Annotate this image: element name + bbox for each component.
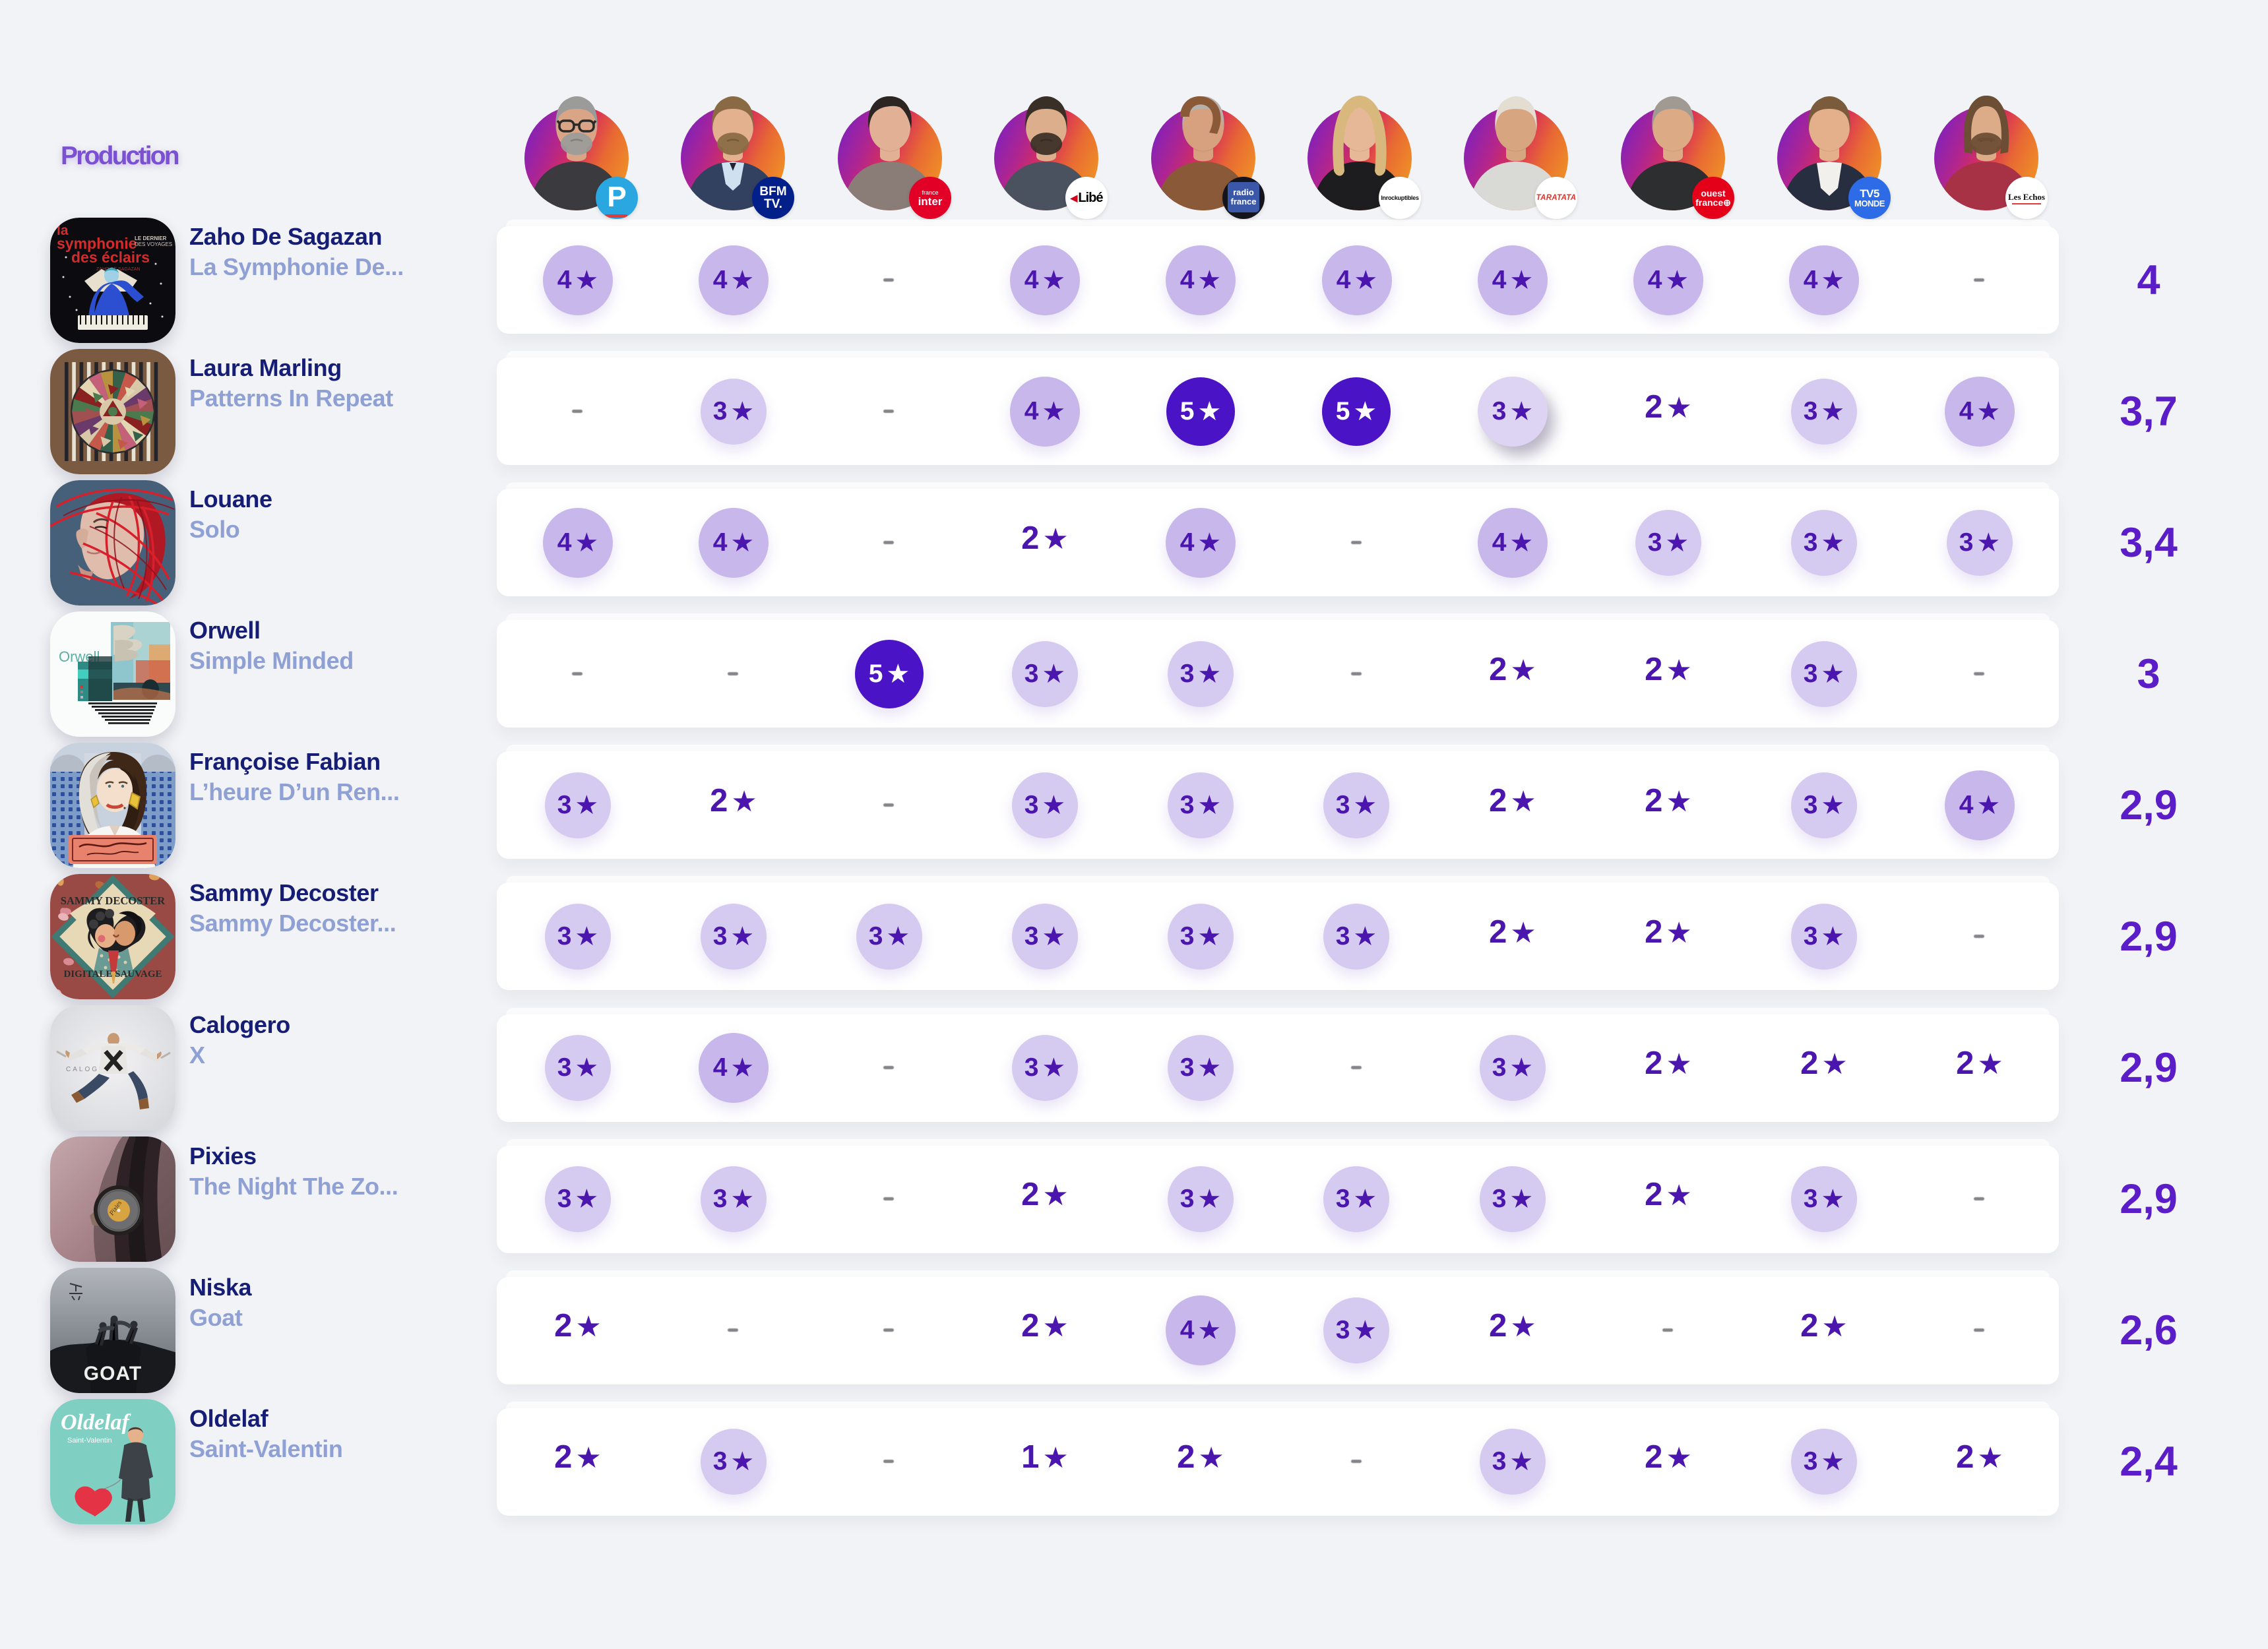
svg-text:la: la <box>57 223 69 238</box>
svg-text:DES VOYAGES: DES VOYAGES <box>135 241 172 247</box>
svg-text:Oldelaf: Oldelaf <box>61 1410 132 1435</box>
svg-text:ZAHO DE SAGAZAN: ZAHO DE SAGAZAN <box>96 267 141 272</box>
svg-text:GOAT: GOAT <box>84 1363 142 1385</box>
svg-text:CALOGERO: CALOGERO <box>66 1066 119 1073</box>
svg-text:LE DERNIER: LE DERNIER <box>135 235 167 241</box>
svg-text:SAMMY DECOSTER: SAMMY DECOSTER <box>61 894 166 907</box>
svg-text:symphonie: symphonie <box>57 235 137 252</box>
svg-text:DIGITALE SAUVAGE: DIGITALE SAUVAGE <box>63 969 162 980</box>
svg-text:Saint-Valentin: Saint-Valentin <box>67 1437 112 1445</box>
svg-text:des éclairs: des éclairs <box>71 249 150 266</box>
